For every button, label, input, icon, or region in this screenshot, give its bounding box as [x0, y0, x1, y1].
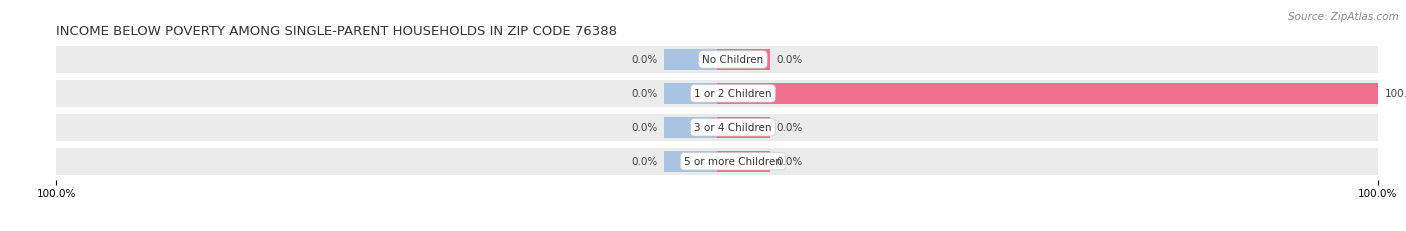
Text: 5 or more Children: 5 or more Children [683, 157, 782, 167]
Text: 0.0%: 0.0% [631, 123, 658, 133]
Text: No Children: No Children [703, 55, 763, 65]
Text: 0.0%: 0.0% [631, 157, 658, 167]
Bar [56, 47, 1378, 74]
Text: 0.0%: 0.0% [776, 123, 803, 133]
Bar [717, 117, 770, 138]
Text: INCOME BELOW POVERTY AMONG SINGLE-PARENT HOUSEHOLDS IN ZIP CODE 76388: INCOME BELOW POVERTY AMONG SINGLE-PARENT… [56, 25, 617, 38]
Bar [664, 151, 717, 172]
Bar [56, 114, 1378, 141]
Bar [56, 80, 1378, 107]
Bar [717, 83, 1378, 104]
Text: 0.0%: 0.0% [631, 55, 658, 65]
Text: 0.0%: 0.0% [776, 157, 803, 167]
Bar [717, 50, 770, 71]
Text: Source: ZipAtlas.com: Source: ZipAtlas.com [1288, 12, 1399, 21]
Text: 0.0%: 0.0% [776, 55, 803, 65]
Bar [664, 50, 717, 71]
Bar [717, 151, 770, 172]
Bar [664, 83, 717, 104]
Text: 3 or 4 Children: 3 or 4 Children [695, 123, 772, 133]
Text: 1 or 2 Children: 1 or 2 Children [695, 89, 772, 99]
Text: 100.0%: 100.0% [1385, 89, 1406, 99]
Bar [664, 117, 717, 138]
Text: 0.0%: 0.0% [631, 89, 658, 99]
Bar [56, 148, 1378, 175]
